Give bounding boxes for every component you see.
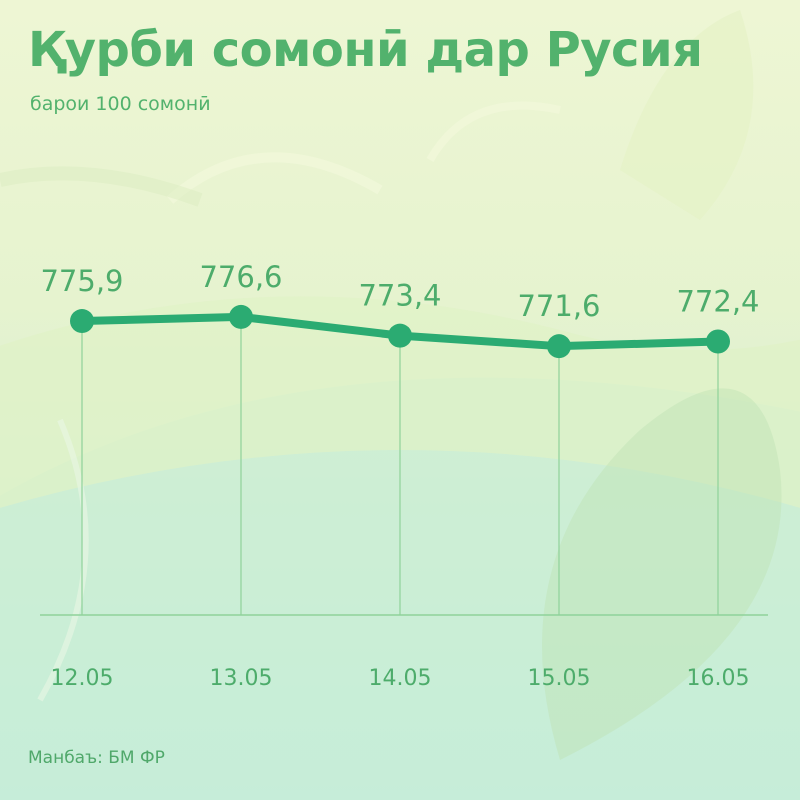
x-tick-label: 16.05: [687, 666, 750, 691]
x-tick-label: 14.05: [369, 666, 432, 691]
data-label: 773,4: [358, 279, 441, 313]
data-label: 771,6: [517, 289, 600, 323]
data-label: 772,4: [676, 285, 759, 319]
source-note: Манбаъ: БМ ФР: [28, 748, 165, 768]
data-point: [70, 309, 94, 334]
data-point: [547, 334, 571, 359]
x-tick-label: 15.05: [528, 666, 591, 691]
data-point: [706, 329, 730, 354]
x-tick-label: 13.05: [210, 666, 273, 691]
data-point: [229, 304, 253, 329]
data-label: 775,9: [40, 264, 123, 298]
x-tick-label: 12.05: [51, 666, 114, 691]
data-point: [388, 323, 412, 348]
page-title: Қурби сомонӣ дар Русия: [28, 22, 703, 78]
page-subtitle: барои 100 сомонӣ: [30, 93, 211, 115]
data-label: 776,6: [199, 260, 282, 294]
